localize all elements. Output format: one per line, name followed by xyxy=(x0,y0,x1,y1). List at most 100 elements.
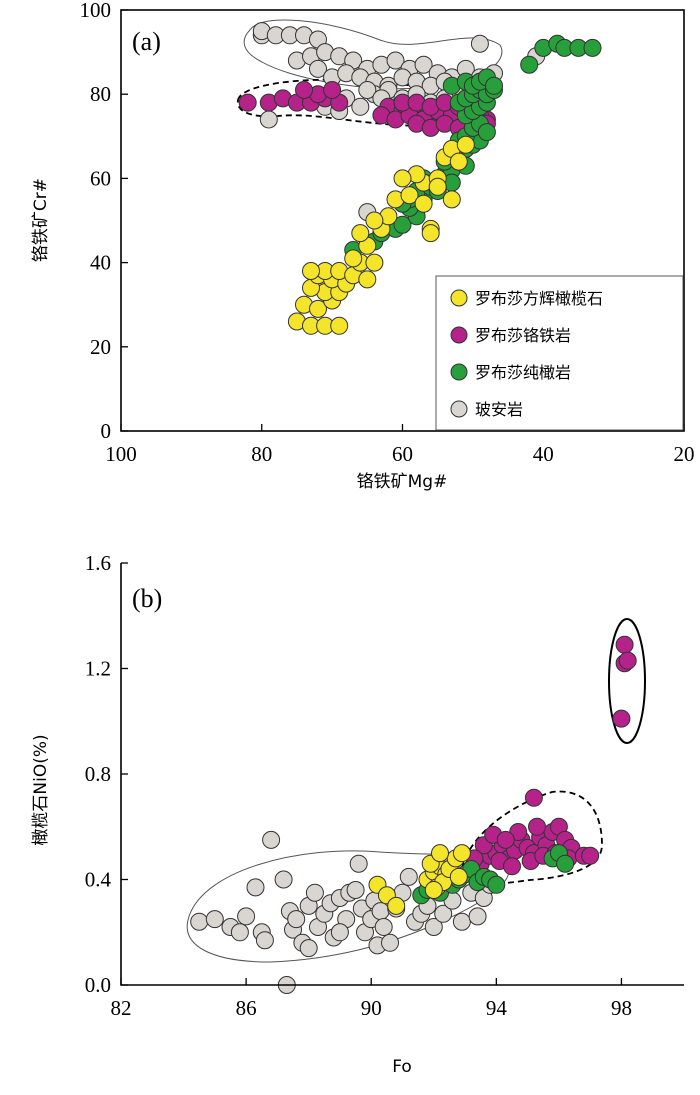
data-point-harzburgite xyxy=(431,844,449,863)
y-tick-label: 80 xyxy=(90,82,111,106)
x-tick-label: 98 xyxy=(611,996,632,1020)
y-tick-label: 100 xyxy=(80,0,112,22)
data-point-chromitite xyxy=(295,81,313,99)
data-point-harzburgite xyxy=(365,253,384,272)
data-point-boninite xyxy=(346,881,365,899)
data-point-harzburgite xyxy=(442,190,461,209)
data-point-boninite xyxy=(274,870,293,889)
data-point-boninite xyxy=(262,830,281,849)
x-tick-label: 20 xyxy=(674,442,695,466)
data-point-boninite xyxy=(246,878,265,897)
legend-label-chromitite: 罗布莎铬铁岩 xyxy=(475,326,571,345)
data-point-harzburgite xyxy=(452,844,471,863)
data-point-boninite xyxy=(259,110,278,129)
legend-swatch-dunite xyxy=(450,363,468,381)
y-tick-label: 20 xyxy=(90,335,111,359)
data-point-chromitite xyxy=(615,635,634,654)
data-point-boninite xyxy=(424,918,443,936)
chart-a-legend-box xyxy=(435,275,684,431)
chart-a-x-axis-title: 铬铁矿Mg# xyxy=(357,472,448,492)
legend-label-boninite: 玻安岩 xyxy=(475,400,523,419)
x-tick-label: 40 xyxy=(533,442,554,466)
data-point-boninite xyxy=(374,918,393,936)
data-point-boninite xyxy=(230,923,249,942)
data-point-chromitite xyxy=(503,857,521,876)
legend-label-dunite: 罗布莎纯橄岩 xyxy=(475,363,571,382)
data-point-boninite xyxy=(470,34,489,53)
data-point-chromitite xyxy=(496,830,515,849)
data-point-harzburgite xyxy=(302,262,320,280)
legend-swatch-harzburgite xyxy=(450,289,468,307)
data-point-boninite xyxy=(287,910,306,929)
legend-label-harzburgite: 罗布莎方辉橄榄石 xyxy=(475,289,603,308)
data-point-chromitite xyxy=(612,709,631,728)
data-point-boninite xyxy=(414,55,433,74)
data-point-boninite xyxy=(452,912,471,931)
chart-b-panel-label: (b) xyxy=(132,584,162,613)
data-point-chromitite xyxy=(528,817,546,836)
x-tick-label: 82 xyxy=(111,996,132,1020)
data-point-harzburgite xyxy=(428,177,447,196)
data-point-dunite xyxy=(485,76,503,95)
data-point-boninite xyxy=(434,904,453,923)
legend-swatch-boninite xyxy=(450,400,468,418)
data-point-dunite xyxy=(583,38,602,57)
data-point-boninite xyxy=(371,902,390,921)
chart-b: 82 86 90 94 98 0.0 0.4 0.8 1.2 1.6 (b) Fo 橄榄石NiO(… xyxy=(31,551,684,1077)
data-point-boninite xyxy=(386,51,405,70)
x-tick-label: 86 xyxy=(236,996,257,1020)
data-point-harzburgite xyxy=(309,299,327,318)
data-point-dunite xyxy=(556,854,575,873)
data-point-boninite xyxy=(351,97,370,116)
x-tick-label: 94 xyxy=(486,996,508,1020)
data-point-boninite xyxy=(358,81,377,99)
data-point-boninite xyxy=(190,912,209,931)
data-point-harzburgite xyxy=(421,224,440,243)
chart-b-x-axis-title: Fo xyxy=(392,1057,412,1077)
chart-a-legend: 罗布莎方辉橄榄石 罗布莎铬铁岩 罗布莎纯橄岩 玻安岩 xyxy=(435,275,684,431)
data-point-harzburgite xyxy=(358,270,377,289)
high-ni-envelope xyxy=(608,618,646,744)
y-tick-label: 0.8 xyxy=(85,762,111,786)
data-point-harzburgite xyxy=(449,867,468,886)
data-point-boninite xyxy=(299,939,318,958)
y-tick-label: 1.2 xyxy=(85,657,111,681)
y-tick-label: 40 xyxy=(90,251,111,275)
data-point-harzburgite xyxy=(400,186,419,205)
data-point-harzburgite xyxy=(449,152,468,171)
data-point-boninite xyxy=(349,854,368,873)
data-point-harzburgite xyxy=(456,135,475,154)
data-point-dunite xyxy=(477,123,496,142)
chart-b-y-axis-title: 橄榄石NiO(%) xyxy=(31,734,51,845)
data-point-harzburgite xyxy=(414,194,433,213)
chart-a-ticks: 100 80 60 40 20 0 20 40 60 80 100 xyxy=(80,0,695,466)
data-point-harzburgite xyxy=(344,249,363,268)
data-point-chromitite xyxy=(238,93,257,112)
data-point-harzburgite xyxy=(330,316,349,335)
y-tick-label: 0 xyxy=(101,419,112,443)
data-point-harzburgite xyxy=(365,211,384,230)
x-tick-label: 90 xyxy=(361,996,382,1020)
x-tick-label: 100 xyxy=(105,442,137,466)
chart-b-ticks: 82 86 90 94 98 0.0 0.4 0.8 1.2 1.6 xyxy=(85,551,632,1020)
chart-a-points-layer xyxy=(238,22,602,335)
data-point-harzburgite xyxy=(351,224,370,243)
y-tick-label: 0.4 xyxy=(85,868,112,892)
data-point-chromitite xyxy=(618,651,637,670)
data-point-boninite xyxy=(309,59,327,78)
data-point-boninite xyxy=(399,867,418,886)
data-point-harzburgite xyxy=(393,169,412,188)
legend-swatch-chromitite xyxy=(450,326,468,344)
data-point-boninite xyxy=(468,907,487,926)
chart-a: 100 80 60 40 20 0 20 40 60 80 100 (a) 铬铁矿Mg# 铬铁矿Cr… xyxy=(31,0,695,492)
data-point-boninite xyxy=(381,933,399,952)
chart-b-points-layer xyxy=(190,635,637,994)
data-point-chromitite xyxy=(581,846,600,865)
x-tick-label: 60 xyxy=(392,442,413,466)
y-tick-label: 0.0 xyxy=(85,973,111,997)
data-point-chromitite xyxy=(524,788,543,807)
chromitite-envelope-b xyxy=(461,790,603,885)
data-point-boninite xyxy=(255,931,274,950)
data-point-dunite xyxy=(393,215,412,234)
